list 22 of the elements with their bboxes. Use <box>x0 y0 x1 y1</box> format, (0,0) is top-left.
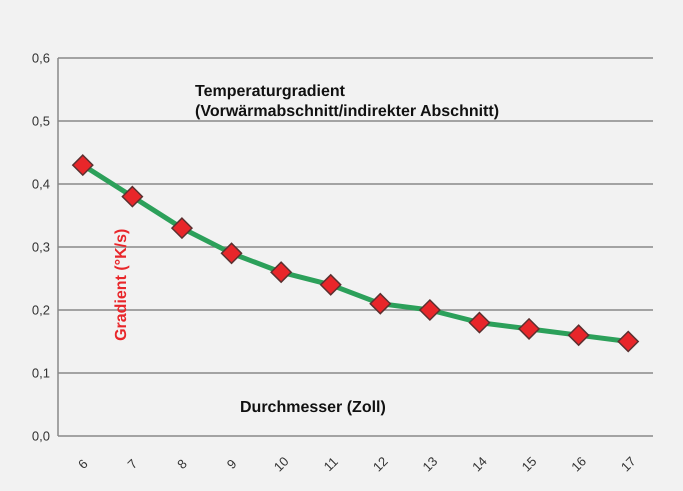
y-tick-label: 0,4 <box>32 176 50 192</box>
x-axis-title: Durchmesser (Zoll) <box>240 399 386 416</box>
x-tick-label: 6 <box>74 456 91 472</box>
x-tick-label: 13 <box>419 454 440 474</box>
x-tick-label: 12 <box>370 454 391 474</box>
x-tick-label: 15 <box>518 454 540 474</box>
y-tick-label: 0,1 <box>32 366 50 381</box>
x-tick-label: 10 <box>270 454 292 474</box>
y-tick-label: 0,5 <box>32 114 50 129</box>
y-tick-label: 0,0 <box>32 428 50 444</box>
x-tick-label: 16 <box>568 454 590 474</box>
x-tick-label: 11 <box>320 454 341 474</box>
x-tick-label: 8 <box>174 456 190 472</box>
y-tick-label: 0,2 <box>32 302 50 318</box>
y-tick-label: 0,6 <box>32 50 50 66</box>
x-tick-label: 17 <box>618 454 639 474</box>
x-tick-label: 14 <box>469 454 490 474</box>
x-tick-label: 7 <box>124 456 140 472</box>
x-tick-label: 9 <box>224 456 240 472</box>
text: Temperaturgradient (Vorwärmabschnitt/indirekter Abschnitt) <box>195 83 500 120</box>
y-axis-title: Gradient (°K/s) <box>113 228 130 341</box>
y-tick-label: 0,3 <box>32 240 50 255</box>
